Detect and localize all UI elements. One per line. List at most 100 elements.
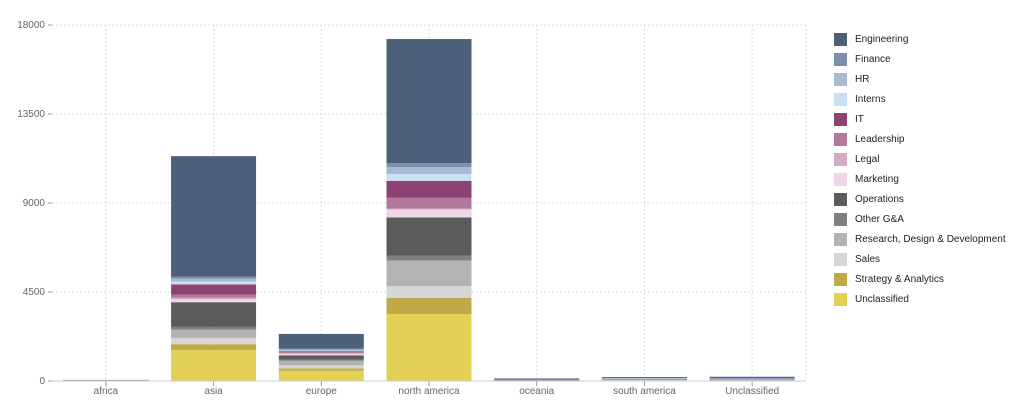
legend-item[interactable]: Leadership <box>834 129 1006 149</box>
bar-segment-other-g-a <box>386 255 472 261</box>
legend-label: Sales <box>855 253 881 265</box>
bar-segment-research-design-development <box>386 260 472 287</box>
legend-swatch <box>834 292 847 306</box>
legend-swatch <box>834 92 847 106</box>
bar-segment-hr <box>278 349 364 351</box>
bar-segment-engineering <box>601 377 687 378</box>
bar-segment-leadership <box>278 352 364 354</box>
legend-swatch <box>834 272 847 286</box>
y-tick-label: 18000 <box>17 20 45 31</box>
stacked-bar-plot: 0 4500 9000 13500 18000 africa asia europe north… <box>17 20 807 397</box>
bar-segment-leadership <box>171 294 257 298</box>
x-tick-label: africa <box>94 386 119 397</box>
legend-swatch <box>834 152 847 166</box>
legend-item[interactable]: Operations <box>834 189 1006 209</box>
bar-segment-engineering <box>709 376 795 378</box>
bar-segment-engineering <box>386 39 472 164</box>
legend-item[interactable]: Unclassified <box>834 289 1006 309</box>
y-tick-label: 4500 <box>23 287 46 298</box>
legend-item[interactable]: Finance <box>834 49 1006 69</box>
legend-label: Finance <box>855 53 891 65</box>
bar-segment-interns <box>171 281 257 285</box>
bar-segment-it <box>278 350 364 353</box>
x-tick-label: south america <box>613 386 676 397</box>
legend-swatch <box>834 132 847 146</box>
bar-segment-finance <box>709 377 795 379</box>
bar-segment-engineering <box>494 378 580 380</box>
bar-segment-operations <box>171 302 257 327</box>
bar-segment-legal <box>278 353 364 354</box>
legend-item[interactable]: Interns <box>834 89 1006 109</box>
bar-segment-finance <box>494 379 580 381</box>
bar-segment-sales <box>171 337 257 345</box>
bar-segment-marketing <box>278 353 364 356</box>
x-tick-label: Unclassified <box>725 386 779 397</box>
bar-segment-hr <box>386 167 472 174</box>
legend-swatch <box>834 52 847 66</box>
legend-label: Leadership <box>855 133 905 145</box>
legend-swatch <box>834 212 847 226</box>
legend-item[interactable]: Research, Design & Development <box>834 229 1006 249</box>
bar-segment-hr <box>171 278 257 282</box>
x-tick-label: asia <box>204 386 223 397</box>
legend-swatch <box>834 232 847 246</box>
bar-segment-strategy-analytics <box>386 297 472 314</box>
bar-segment-unclassified <box>171 349 257 381</box>
legend-label: Other G&A <box>855 213 904 225</box>
bar-segment-hr <box>601 377 687 379</box>
bar-segment-operations <box>386 217 472 256</box>
legend-item[interactable]: Strategy & Analytics <box>834 269 1006 289</box>
bar-segment-unclassified <box>278 370 364 381</box>
bar-segment-finance <box>278 348 364 350</box>
legend-label: Operations <box>855 193 904 205</box>
bar-segment-engineering <box>278 333 364 349</box>
bar-segment-marketing <box>386 209 472 218</box>
legend-label: Interns <box>855 93 886 105</box>
y-tick-label: 13500 <box>17 109 45 120</box>
legend-item[interactable]: IT <box>834 109 1006 129</box>
legend-swatch <box>834 112 847 126</box>
legend-item[interactable]: Engineering <box>834 29 1006 49</box>
legend-label: Strategy & Analytics <box>855 273 944 285</box>
bar-segment-marketing <box>171 299 257 303</box>
legend-item[interactable]: HR <box>834 69 1006 89</box>
legend-label: HR <box>855 73 870 85</box>
bar-segment-finance <box>386 163 472 168</box>
bar-segment-interns <box>386 173 472 181</box>
bar-segment-finance <box>171 276 257 279</box>
legend-item[interactable]: Legal <box>834 149 1006 169</box>
bar-segment-other-g-a <box>278 359 364 361</box>
bar-segment-interns <box>278 350 364 352</box>
bar-segment-marketing <box>63 379 149 381</box>
legend-swatch <box>834 32 847 46</box>
legend-label: Research, Design & Development <box>855 233 1006 245</box>
bar-segment-engineering <box>171 156 257 277</box>
legend: Engineering Finance HR Interns IT Leadership L… <box>834 29 1006 309</box>
bar-segment-strategy-analytics <box>278 368 364 371</box>
y-tick-label: 0 <box>39 376 45 387</box>
bar-segment-unclassified <box>386 313 472 381</box>
bar-segment-operations <box>278 355 364 360</box>
x-tick-label: europe <box>306 386 338 397</box>
legend-label: IT <box>855 113 864 125</box>
bar-segment-it <box>171 284 257 295</box>
bar-segment-leadership <box>386 197 472 209</box>
legend-label: Marketing <box>855 173 899 185</box>
legend-swatch <box>834 192 847 206</box>
bar-segment-sales <box>278 365 364 369</box>
legend-item[interactable]: Marketing <box>834 169 1006 189</box>
x-tick-label: north america <box>398 386 460 397</box>
legend-swatch <box>834 172 847 186</box>
bar-segment-other-g-a <box>171 326 257 330</box>
legend-item[interactable]: Other G&A <box>834 209 1006 229</box>
x-tick-label: oceania <box>519 386 554 397</box>
legend-item[interactable]: Sales <box>834 249 1006 269</box>
bar-segment-interns <box>601 378 687 380</box>
legend-label: Unclassified <box>855 293 909 305</box>
legend-label: Engineering <box>855 33 909 45</box>
bar-segment-it <box>386 180 472 198</box>
bar-segment-sales <box>386 286 472 298</box>
bar-segment-research-design-development <box>278 360 364 366</box>
y-tick-label: 9000 <box>23 198 46 209</box>
